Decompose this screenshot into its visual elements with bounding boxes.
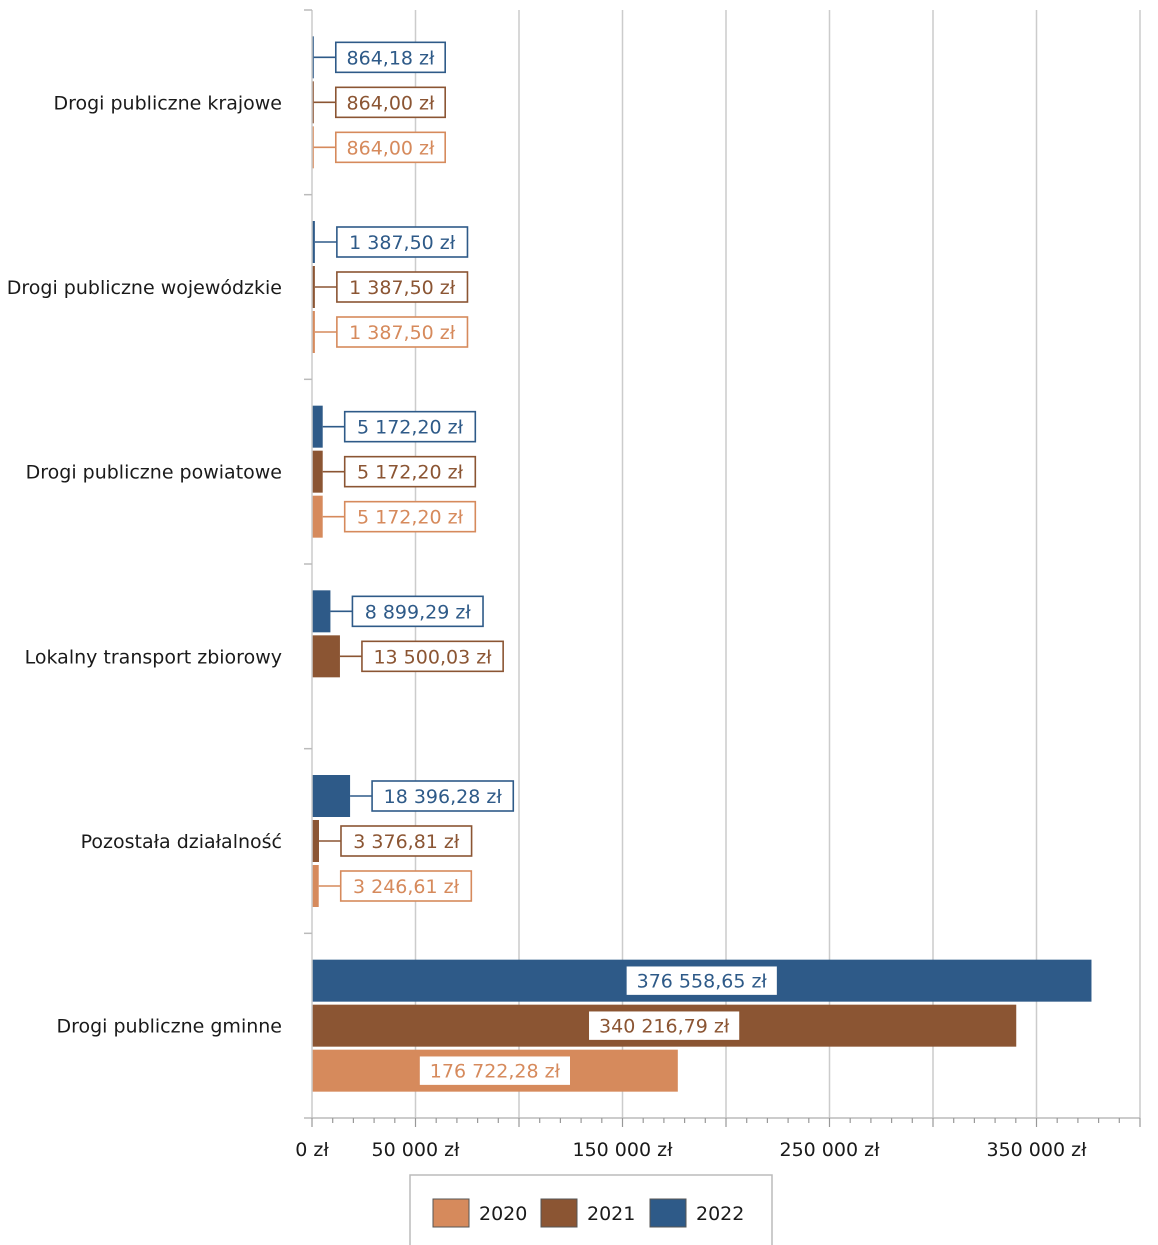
- data-label-2021-drogi-publiczne-powiatowe: 5 172,20 zł: [357, 462, 464, 484]
- data-label-box: [340, 825, 473, 857]
- x-tick-label: 150 000 zł: [573, 1139, 674, 1161]
- data-label-2020-drogi-publiczne-krajowe: 864,00 zł: [347, 137, 435, 159]
- bars: 864,18 zł 864,00 zł 864,00 zł 1 387,50 zł 1 …: [312, 36, 1092, 1092]
- x-tick-label: 0 zł: [295, 1139, 329, 1161]
- data-label-box: [343, 500, 477, 533]
- legend[interactable]: 2020 2021 2022: [409, 1174, 773, 1245]
- data-label-box: [371, 780, 515, 812]
- data-label-2022-lokalny-transport-zbiorowy: 8 899,29 zł: [365, 601, 472, 623]
- x-axis: 0 zł 50 000 zł 150 000 zł 250 000 zł 350 000…: [295, 9, 1141, 1161]
- category-label-drogi-publiczne-gminne: Drogi publiczne gminne: [56, 1016, 282, 1038]
- bar-2020-drogi-publiczne-wojewodzkie: [312, 311, 315, 353]
- data-label-2021-pozostala-dzialalnosc: 3 376,81 zł: [353, 831, 460, 853]
- data-label-box: [361, 640, 504, 673]
- x-tick-label: 250 000 zł: [780, 1139, 881, 1161]
- data-label-box: [336, 271, 469, 303]
- data-label-2022-pozostala-dzialalnosc: 18 396,28 zł: [384, 786, 503, 808]
- data-label-2021-lokalny-transport-zbiorowy: 13 500,03 zł: [373, 646, 492, 668]
- data-label-2022-drogi-publiczne-krajowe: 864,18 zł: [347, 47, 435, 69]
- legend-swatch-2020[interactable]: [432, 1198, 470, 1228]
- data-label-box: [343, 410, 477, 443]
- data-label-2021-drogi-publiczne-krajowe: 864,00 zł: [347, 92, 435, 114]
- bar-2020-drogi-publiczne-powiatowe: [312, 495, 323, 538]
- bar-2021-lokalny-transport-zbiorowy: [312, 635, 340, 678]
- data-label-box: [343, 455, 477, 488]
- data-label-2021-drogi-publiczne-wojewodzkie: 1 387,50 zł: [349, 277, 456, 299]
- bar-2022-drogi-publiczne-wojewodzkie: [312, 221, 315, 263]
- bar-2022-drogi-publiczne-powiatowe: [312, 405, 323, 448]
- bar-2021-drogi-publiczne-powiatowe: [312, 450, 323, 493]
- data-label-2020-drogi-publiczne-wojewodzkie: 1 387,50 zł: [349, 322, 456, 344]
- data-label-box: [339, 870, 473, 902]
- category-label-drogi-publiczne-krajowe: Drogi publiczne krajowe: [53, 92, 282, 114]
- bar-2020-drogi-publiczne-krajowe: [312, 126, 314, 169]
- bar-2022-lokalny-transport-zbiorowy: [312, 590, 331, 633]
- data-label-box: [587, 1009, 741, 1042]
- data-label-2022-drogi-publiczne-gminne: 376 558,65 zł: [637, 971, 768, 993]
- data-label-box: [334, 41, 446, 74]
- legend-label-2022[interactable]: 2022: [696, 1203, 744, 1225]
- legend-swatch-2022[interactable]: [649, 1198, 687, 1228]
- category-label-lokalny-transport-zbiorowy: Lokalny transport zbiorowy: [25, 646, 282, 668]
- data-label-2020-drogi-publiczne-powiatowe: 5 172,20 zł: [357, 507, 464, 529]
- data-label-box: [334, 131, 446, 164]
- data-label-box: [334, 86, 446, 119]
- bar-2021-drogi-publiczne-krajowe: [312, 81, 314, 124]
- category-label-pozostala-dzialalnosc: Pozostała działalność: [81, 831, 282, 853]
- data-label-2021-drogi-publiczne-gminne: 340 216,79 zł: [599, 1016, 730, 1038]
- category-label-drogi-publiczne-wojewodzkie: Drogi publiczne wojewódzkie: [7, 277, 282, 299]
- category-labels: Drogi publiczne krajowe Drogi publiczne w…: [7, 92, 282, 1037]
- bar-2022-drogi-publiczne-krajowe: [312, 36, 314, 79]
- data-label-2020-drogi-publiczne-gminne: 176 722,28 zł: [430, 1061, 561, 1083]
- legend-label-2021[interactable]: 2021: [587, 1203, 635, 1225]
- data-label-box: [625, 964, 779, 997]
- data-label-box: [336, 226, 469, 258]
- gridlines: [414, 10, 1141, 1118]
- data-label-2022-drogi-publiczne-powiatowe: 5 172,20 zł: [357, 417, 464, 439]
- legend-swatch-2021[interactable]: [540, 1198, 578, 1228]
- data-label-2020-pozostala-dzialalnosc: 3 246,61 zł: [353, 876, 460, 898]
- x-tick-label: 50 000 zł: [372, 1139, 460, 1161]
- data-label-box: [336, 316, 469, 348]
- bar-2022-pozostala-dzialalnosc: [312, 775, 351, 817]
- data-label-box: [418, 1054, 572, 1087]
- bar-2021-drogi-publiczne-wojewodzkie: [312, 266, 315, 308]
- bar-2021-pozostala-dzialalnosc: [312, 820, 319, 862]
- bar-2020-pozostala-dzialalnosc: [312, 865, 319, 907]
- category-label-drogi-publiczne-powiatowe: Drogi publiczne powiatowe: [26, 462, 282, 484]
- x-tick-label: 350 000 zł: [987, 1139, 1088, 1161]
- data-label-2022-drogi-publiczne-wojewodzkie: 1 387,50 zł: [349, 232, 456, 254]
- legend-label-2020[interactable]: 2020: [479, 1203, 527, 1225]
- data-label-box: [351, 595, 484, 628]
